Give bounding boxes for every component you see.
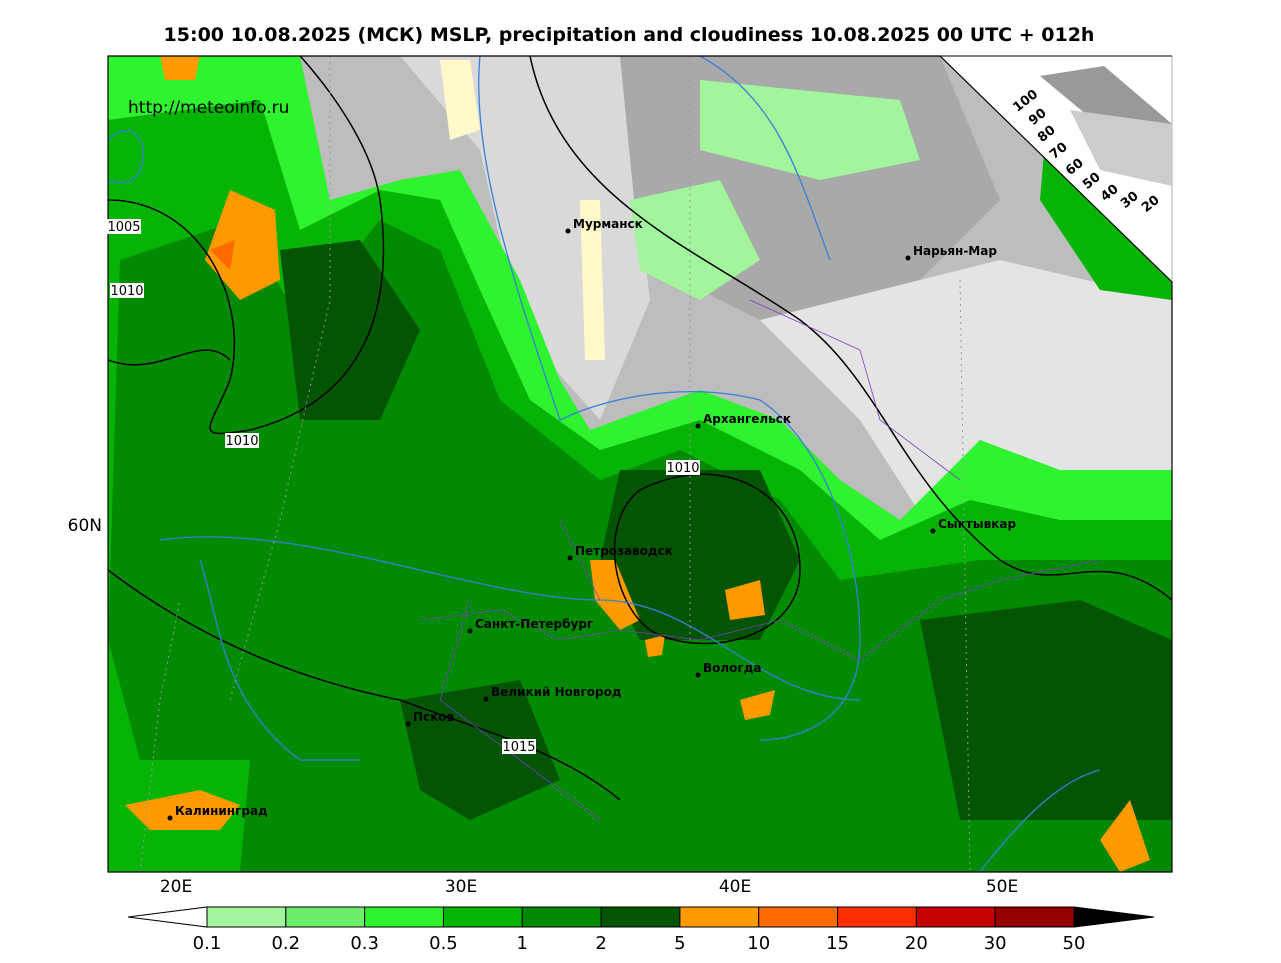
- cloudiness-label: 70: [1047, 140, 1070, 163]
- isobar-label: 1005: [107, 220, 140, 235]
- longitude-label: 20E: [160, 877, 192, 897]
- city-label: Архангельск: [703, 412, 791, 426]
- city-label: Мурманск: [573, 217, 643, 231]
- colorbar-label: 10: [747, 933, 770, 954]
- city-dot: [567, 555, 573, 561]
- isobar-label-box: [107, 219, 141, 234]
- colorbar-label: 0.1: [193, 933, 222, 954]
- colorbar-label: 0.3: [350, 933, 379, 954]
- colorbar-swatch: [364, 906, 444, 928]
- colorbar-swatch: [837, 906, 917, 928]
- map-area: [108, 56, 1172, 872]
- city-dot: [905, 255, 911, 261]
- isobar-label-box: [502, 739, 536, 754]
- cloudiness-label: 60: [1063, 156, 1086, 179]
- colorbar-swatch: [442, 906, 523, 928]
- city-label: Петрозаводск: [575, 544, 673, 558]
- city-dot: [467, 628, 473, 634]
- city-dot: [483, 696, 489, 702]
- colorbar-swatch: [521, 906, 602, 928]
- colorbar-swatch: [600, 906, 681, 928]
- longitude-label: 40E: [719, 877, 751, 897]
- isobar-label-box: [666, 460, 700, 475]
- city-dot: [565, 228, 571, 234]
- city-dot: [930, 528, 936, 534]
- longitude-label: 50E: [986, 877, 1018, 897]
- colorbar-swatch: [285, 906, 366, 928]
- colorbar-swatch: [915, 906, 996, 928]
- cloudiness-label: 20: [1139, 193, 1162, 216]
- colorbar-label: 50: [1063, 933, 1086, 954]
- colorbar-label: 0.5: [429, 933, 458, 954]
- city-label: Великий Новгород: [491, 685, 622, 699]
- colorbar-swatch: [994, 906, 1075, 928]
- colorbar-label: 5: [674, 933, 685, 954]
- longitude-label: 30E: [445, 877, 477, 897]
- isobar-label: 1015: [502, 740, 535, 755]
- city-dot: [695, 672, 701, 678]
- city-label: Псков: [413, 710, 455, 724]
- colorbar-swatch: [679, 906, 760, 928]
- cloudiness-label: 80: [1035, 123, 1058, 146]
- colorbar-label: 2: [595, 933, 606, 954]
- colorbar-label: 30: [984, 933, 1007, 954]
- colorbar-label: 1: [517, 933, 528, 954]
- colorbar-swatch: [206, 906, 287, 928]
- colorbar-label: 15: [826, 933, 849, 954]
- isobar-label-box: [110, 283, 144, 298]
- colorbar-label: 0.2: [271, 933, 300, 954]
- city-label: Калининград: [175, 804, 268, 818]
- city-label: Нарьян-Мар: [913, 244, 997, 258]
- cloudiness-label: 50: [1080, 170, 1103, 193]
- city-dot: [695, 423, 701, 429]
- city-label: Сыктывкар: [938, 517, 1016, 531]
- isobar-label-box: [225, 433, 259, 448]
- city-label: Вологда: [703, 661, 761, 675]
- title: 15:00 10.08.2025 (МСК) MSLP, precipitati…: [164, 24, 1095, 46]
- isobar-label: 1010: [225, 434, 258, 449]
- colorbar-swatch: [758, 906, 839, 928]
- city-dot: [167, 815, 173, 821]
- isobar-label: 1010: [666, 461, 699, 476]
- city-label: Санкт-Петербург: [475, 617, 593, 631]
- colorbar: 0.1 0.2 0.3 0.5 1 2 5 10 15 20 30 50: [127, 906, 1155, 954]
- source-url: http://meteoinfo.ru: [128, 98, 289, 118]
- latitude-label: 60N: [68, 516, 102, 536]
- colorbar-label: 20: [905, 933, 928, 954]
- cloudiness-label: 30: [1118, 189, 1141, 212]
- isobar-label: 1010: [110, 284, 143, 299]
- city-dot: [405, 721, 411, 727]
